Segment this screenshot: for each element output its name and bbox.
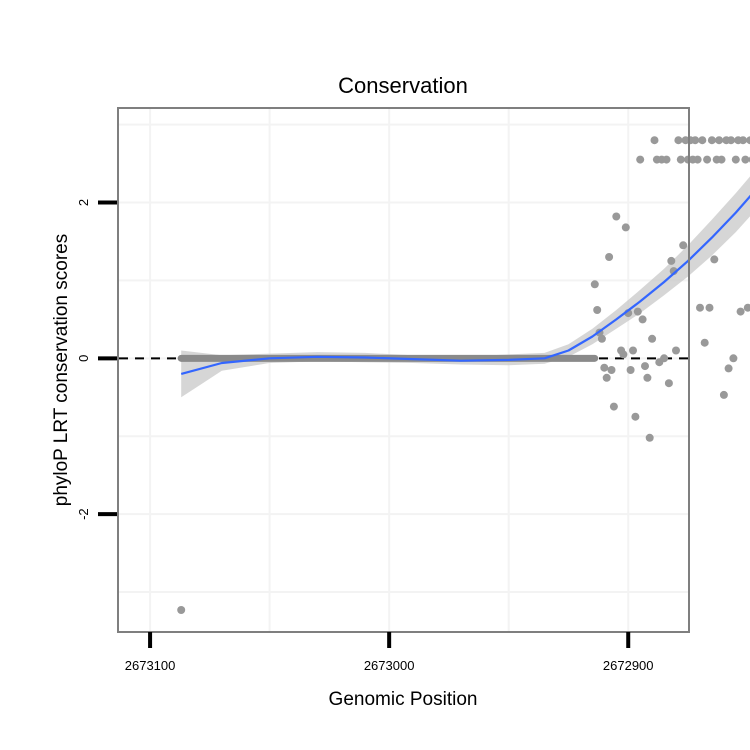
data-point — [696, 303, 704, 312]
data-point — [693, 155, 702, 164]
data-point — [645, 433, 654, 442]
data-point — [664, 379, 673, 388]
smooth-trend-line — [180, 194, 750, 375]
data-point — [650, 136, 659, 145]
data-point — [641, 362, 649, 371]
data-point — [736, 307, 745, 316]
y-tick-label: 0 — [76, 355, 91, 362]
x-tick-label: 2672900 — [603, 658, 654, 673]
data-point — [626, 366, 635, 374]
data-point — [643, 373, 652, 382]
y-tick-label: 2 — [76, 199, 91, 206]
data-point — [631, 412, 640, 421]
data-point — [629, 346, 637, 355]
data-point — [602, 373, 611, 382]
data-point — [743, 303, 750, 312]
data-point — [600, 363, 609, 372]
data-point — [700, 338, 709, 347]
data-point — [609, 402, 618, 411]
data-point — [717, 155, 726, 164]
data-points-layer — [177, 136, 750, 614]
data-point — [729, 354, 738, 363]
data-point — [619, 350, 628, 359]
data-point — [607, 366, 616, 374]
data-point — [710, 255, 719, 264]
data-point — [741, 155, 750, 164]
data-point — [612, 212, 621, 221]
x-axis-label: Genomic Position — [329, 689, 478, 710]
data-point — [724, 364, 733, 373]
data-point — [707, 136, 716, 145]
data-point — [621, 223, 630, 232]
data-point — [590, 280, 599, 289]
data-point — [636, 155, 645, 164]
data-point — [633, 307, 642, 316]
data-point — [698, 136, 707, 145]
data-point — [715, 136, 724, 145]
data-point — [648, 334, 657, 343]
data-point — [746, 136, 750, 145]
y-axis-label: phyloP LRT conservation scores — [51, 234, 72, 507]
chart-title: Conservation — [338, 73, 468, 98]
data-point — [679, 241, 688, 250]
data-point — [605, 253, 614, 261]
smooth-line-layer — [180, 194, 750, 375]
data-point — [660, 354, 669, 363]
data-point — [739, 136, 747, 145]
x-tick-label: 2673100 — [125, 658, 176, 673]
data-point — [177, 606, 186, 614]
data-point — [691, 136, 700, 145]
data-point — [705, 303, 714, 312]
y-axis-ticks: -2 0 2 — [76, 199, 117, 520]
x-axis-ticks: 2673100 2673000 2672900 — [125, 632, 654, 673]
data-point — [672, 346, 680, 355]
y-tick-label: -2 — [76, 508, 91, 520]
x-tick-label: 2673000 — [364, 658, 415, 673]
data-point — [727, 136, 735, 145]
data-point — [676, 155, 685, 164]
data-point — [719, 390, 728, 399]
data-point — [593, 306, 602, 314]
data-point — [674, 136, 683, 145]
data-point — [731, 155, 740, 164]
data-point — [597, 334, 606, 343]
data-point — [638, 315, 647, 324]
panel-border — [117, 107, 690, 633]
data-point — [662, 155, 671, 164]
data-point — [703, 155, 712, 164]
data-point — [667, 256, 676, 265]
